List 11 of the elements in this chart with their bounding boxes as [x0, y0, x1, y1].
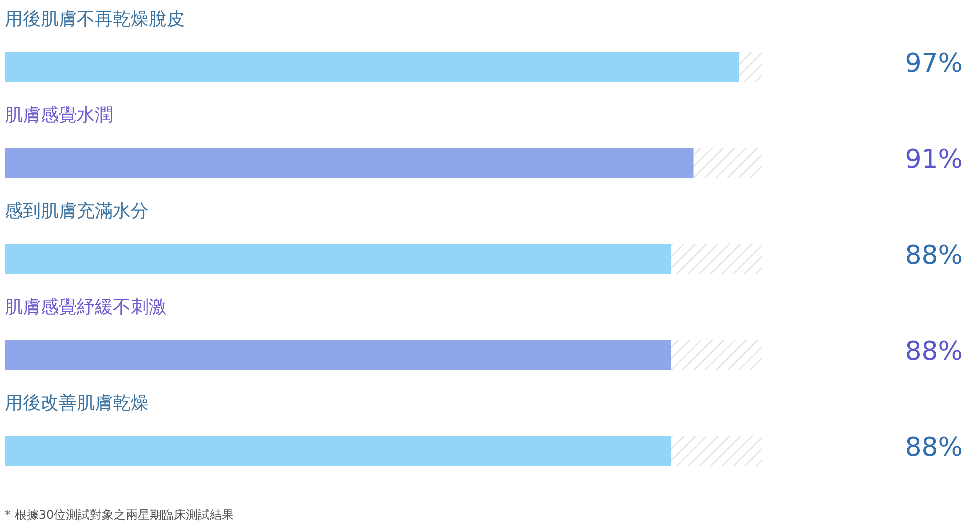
- y-tick-label: 肌膚感覺紓緩不刺激: [5, 297, 167, 318]
- y-tick-label: 用後肌膚不再乾燥脫皮: [5, 9, 185, 30]
- text: * 根據30位測試對象之兩星期臨床測試結果: [5, 508, 234, 522]
- y-tick-label: 用後改善肌膚乾燥: [5, 393, 149, 414]
- data-label: 88%: [905, 433, 963, 463]
- data-label: 88%: [905, 241, 963, 271]
- data-label: 88%: [905, 337, 963, 367]
- y-tick-label: 感到肌膚充滿水分: [5, 201, 149, 222]
- data-label: 91%: [905, 145, 963, 175]
- y-tick-label: 肌膚感覺水潤: [5, 105, 113, 126]
- data-label: 97%: [905, 49, 963, 79]
